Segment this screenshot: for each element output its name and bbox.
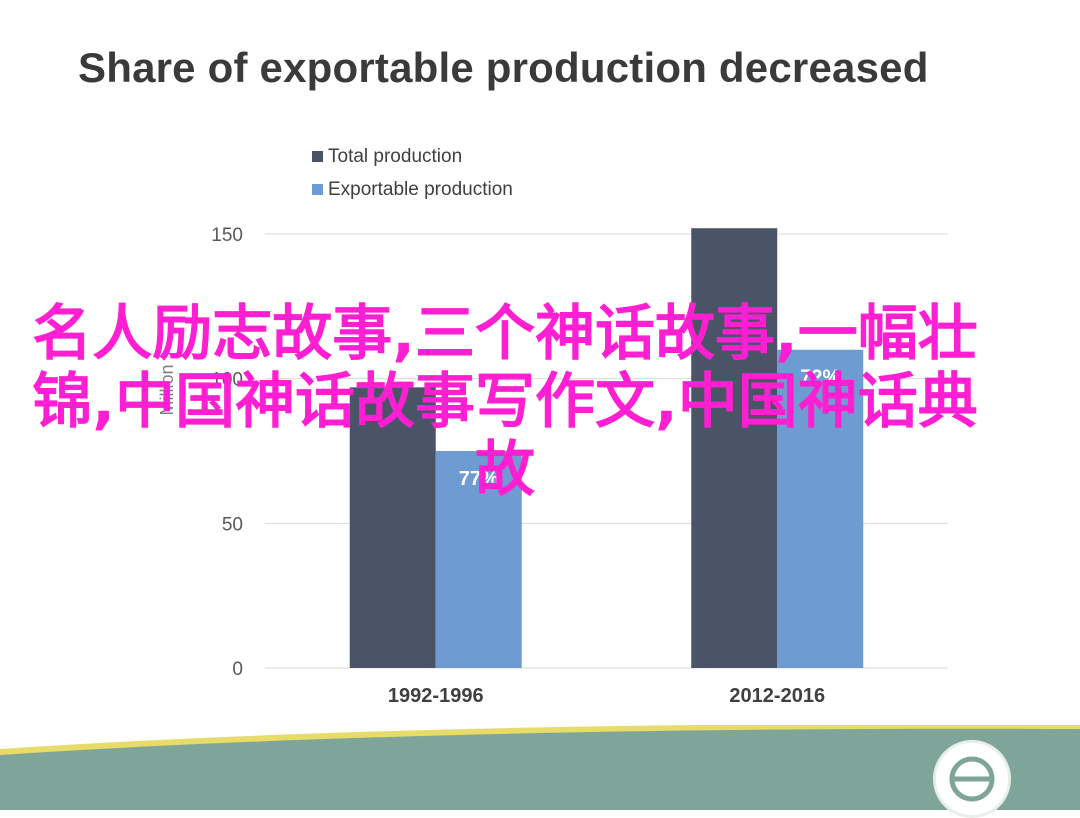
bar-total-production [691, 228, 778, 669]
x-tick-label: 2012-2016 [729, 685, 825, 707]
x-tick-labels: 1992-1996 2012-2016 [388, 685, 825, 707]
legend-swatch [312, 184, 323, 195]
y-tick-label: 150 [211, 225, 243, 246]
footer-band [0, 728, 1080, 810]
bar-exportable-production [777, 349, 864, 668]
legend-swatch [312, 151, 323, 162]
legend-entry: Total production [328, 146, 462, 167]
legend: Total production Exportable production [312, 146, 513, 200]
y-tick-label: 0 [232, 659, 243, 680]
y-tick-labels: 0 50 100 150 [211, 225, 243, 680]
y-axis-label: Million [157, 364, 177, 415]
y-tick-label: 50 [222, 514, 243, 535]
logo-icon [933, 740, 1011, 818]
data-labels: 77% 72% [459, 367, 841, 490]
chart-title: Share of exportable production decreased [78, 44, 929, 91]
footer-stripe [0, 725, 1080, 755]
data-label: 72% [800, 367, 840, 389]
y-tick-label: 100 [211, 370, 243, 391]
bar-exportable-production [435, 451, 522, 668]
footer-decoration [0, 725, 1080, 810]
x-tick-label: 1992-1996 [388, 685, 484, 707]
bar-total-production [349, 387, 436, 668]
data-label: 77% [459, 468, 499, 490]
watermark-overlay-text: 名人励志故事,三个神话故事,一幅壮锦,中国神话故事写作文,中国神话典故 [32, 299, 978, 505]
legend-entry: Exportable production [328, 179, 513, 200]
bars [349, 228, 864, 669]
